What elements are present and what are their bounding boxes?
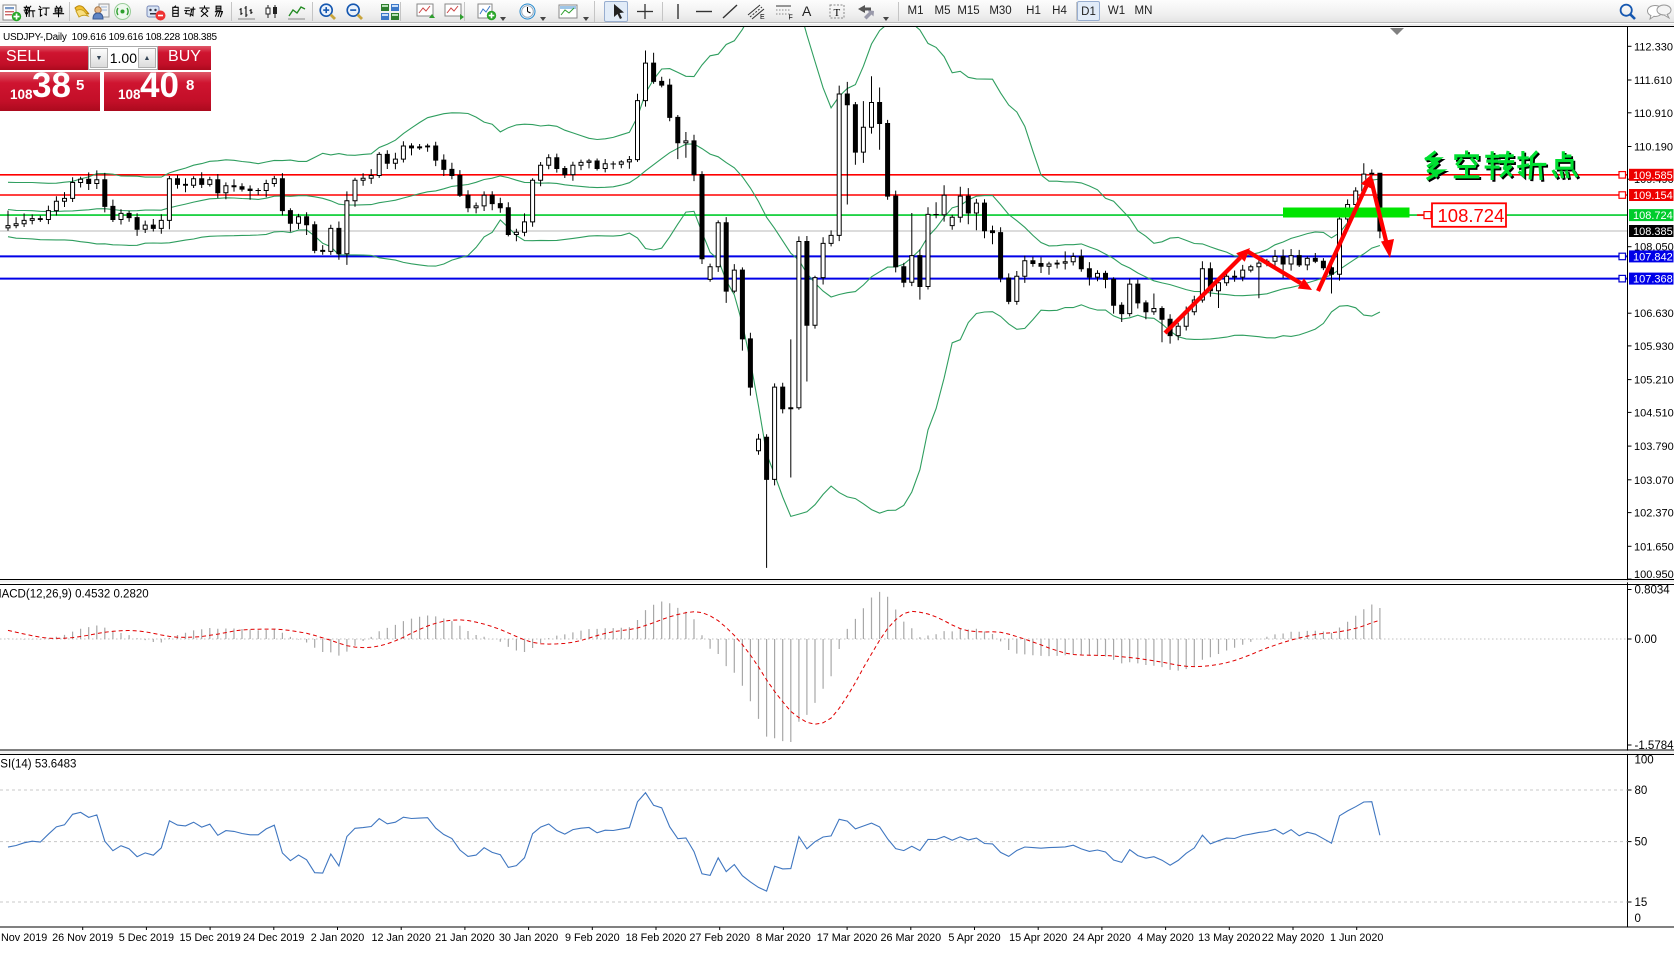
- svg-text:108.385: 108.385: [1633, 226, 1673, 238]
- svg-text:RSI(14) 53.6483: RSI(14) 53.6483: [0, 759, 76, 771]
- svg-text:24 Dec 2019: 24 Dec 2019: [243, 932, 304, 944]
- svg-text:2 Jan 2020: 2 Jan 2020: [311, 932, 364, 944]
- svg-text:1 Jun 2020: 1 Jun 2020: [1330, 932, 1383, 944]
- svg-text:108.724: 108.724: [1438, 205, 1505, 226]
- svg-text:8 Mar 2020: 8 Mar 2020: [756, 932, 811, 944]
- svg-text:80: 80: [1635, 785, 1648, 797]
- svg-text:110.910: 110.910: [1634, 108, 1673, 120]
- svg-text:107.368: 107.368: [1633, 274, 1673, 286]
- svg-text:112.330: 112.330: [1634, 41, 1673, 53]
- svg-text:107.842: 107.842: [1633, 251, 1673, 263]
- svg-text:105.210: 105.210: [1634, 375, 1674, 387]
- svg-text:0.8034: 0.8034: [1635, 585, 1671, 597]
- svg-text:17 Mar 2020: 17 Mar 2020: [817, 932, 878, 944]
- svg-text:0.00: 0.00: [1635, 634, 1657, 646]
- svg-text:22 May 2020: 22 May 2020: [1262, 932, 1324, 944]
- svg-text:100: 100: [1635, 755, 1654, 767]
- svg-text:109.154: 109.154: [1633, 190, 1673, 202]
- svg-text:5 Apr 2020: 5 Apr 2020: [948, 932, 1000, 944]
- svg-text:15 Dec 2019: 15 Dec 2019: [179, 932, 240, 944]
- svg-text:110.190: 110.190: [1634, 142, 1673, 154]
- svg-text:26 Mar 2020: 26 Mar 2020: [880, 932, 941, 944]
- svg-text:102.370: 102.370: [1634, 508, 1674, 520]
- svg-text:108.724: 108.724: [1633, 210, 1673, 222]
- svg-text:50: 50: [1635, 837, 1648, 849]
- svg-text:Nov 2019: Nov 2019: [1, 932, 47, 944]
- svg-text:100.950: 100.950: [1634, 569, 1674, 581]
- svg-text:111.610: 111.610: [1634, 75, 1672, 87]
- svg-text:5 Dec 2019: 5 Dec 2019: [119, 932, 174, 944]
- svg-text:27 Feb 2020: 27 Feb 2020: [689, 932, 750, 944]
- svg-text:15: 15: [1635, 897, 1648, 909]
- svg-text:4 May 2020: 4 May 2020: [1137, 932, 1193, 944]
- svg-text:103.790: 103.790: [1634, 441, 1674, 453]
- svg-text:12 Jan 2020: 12 Jan 2020: [371, 932, 430, 944]
- svg-text:13 May 2020: 13 May 2020: [1198, 932, 1260, 944]
- svg-text:MACD(12,26,9) 0.4532 0.2820: MACD(12,26,9) 0.4532 0.2820: [0, 589, 149, 601]
- svg-text:E: E: [760, 14, 765, 20]
- svg-text:T: T: [834, 7, 841, 19]
- svg-text:18 Feb 2020: 18 Feb 2020: [626, 932, 687, 944]
- svg-text:109.585: 109.585: [1633, 170, 1673, 182]
- svg-text:105.930: 105.930: [1634, 341, 1674, 353]
- svg-text:26 Nov 2019: 26 Nov 2019: [52, 932, 113, 944]
- svg-text:106.630: 106.630: [1634, 308, 1674, 320]
- svg-text:104.510: 104.510: [1634, 407, 1674, 419]
- svg-text:24 Apr 2020: 24 Apr 2020: [1073, 932, 1131, 944]
- svg-text:101.650: 101.650: [1634, 541, 1674, 553]
- svg-text:103.070: 103.070: [1634, 475, 1674, 487]
- svg-text:F: F: [789, 15, 793, 21]
- svg-text:30 Jan 2020: 30 Jan 2020: [499, 932, 558, 944]
- svg-text:-1.5784: -1.5784: [1635, 740, 1674, 752]
- svg-text:9 Feb 2020: 9 Feb 2020: [565, 932, 620, 944]
- svg-text:21 Jan 2020: 21 Jan 2020: [435, 932, 494, 944]
- svg-text:15 Apr 2020: 15 Apr 2020: [1009, 932, 1067, 944]
- svg-text:0: 0: [1635, 913, 1641, 925]
